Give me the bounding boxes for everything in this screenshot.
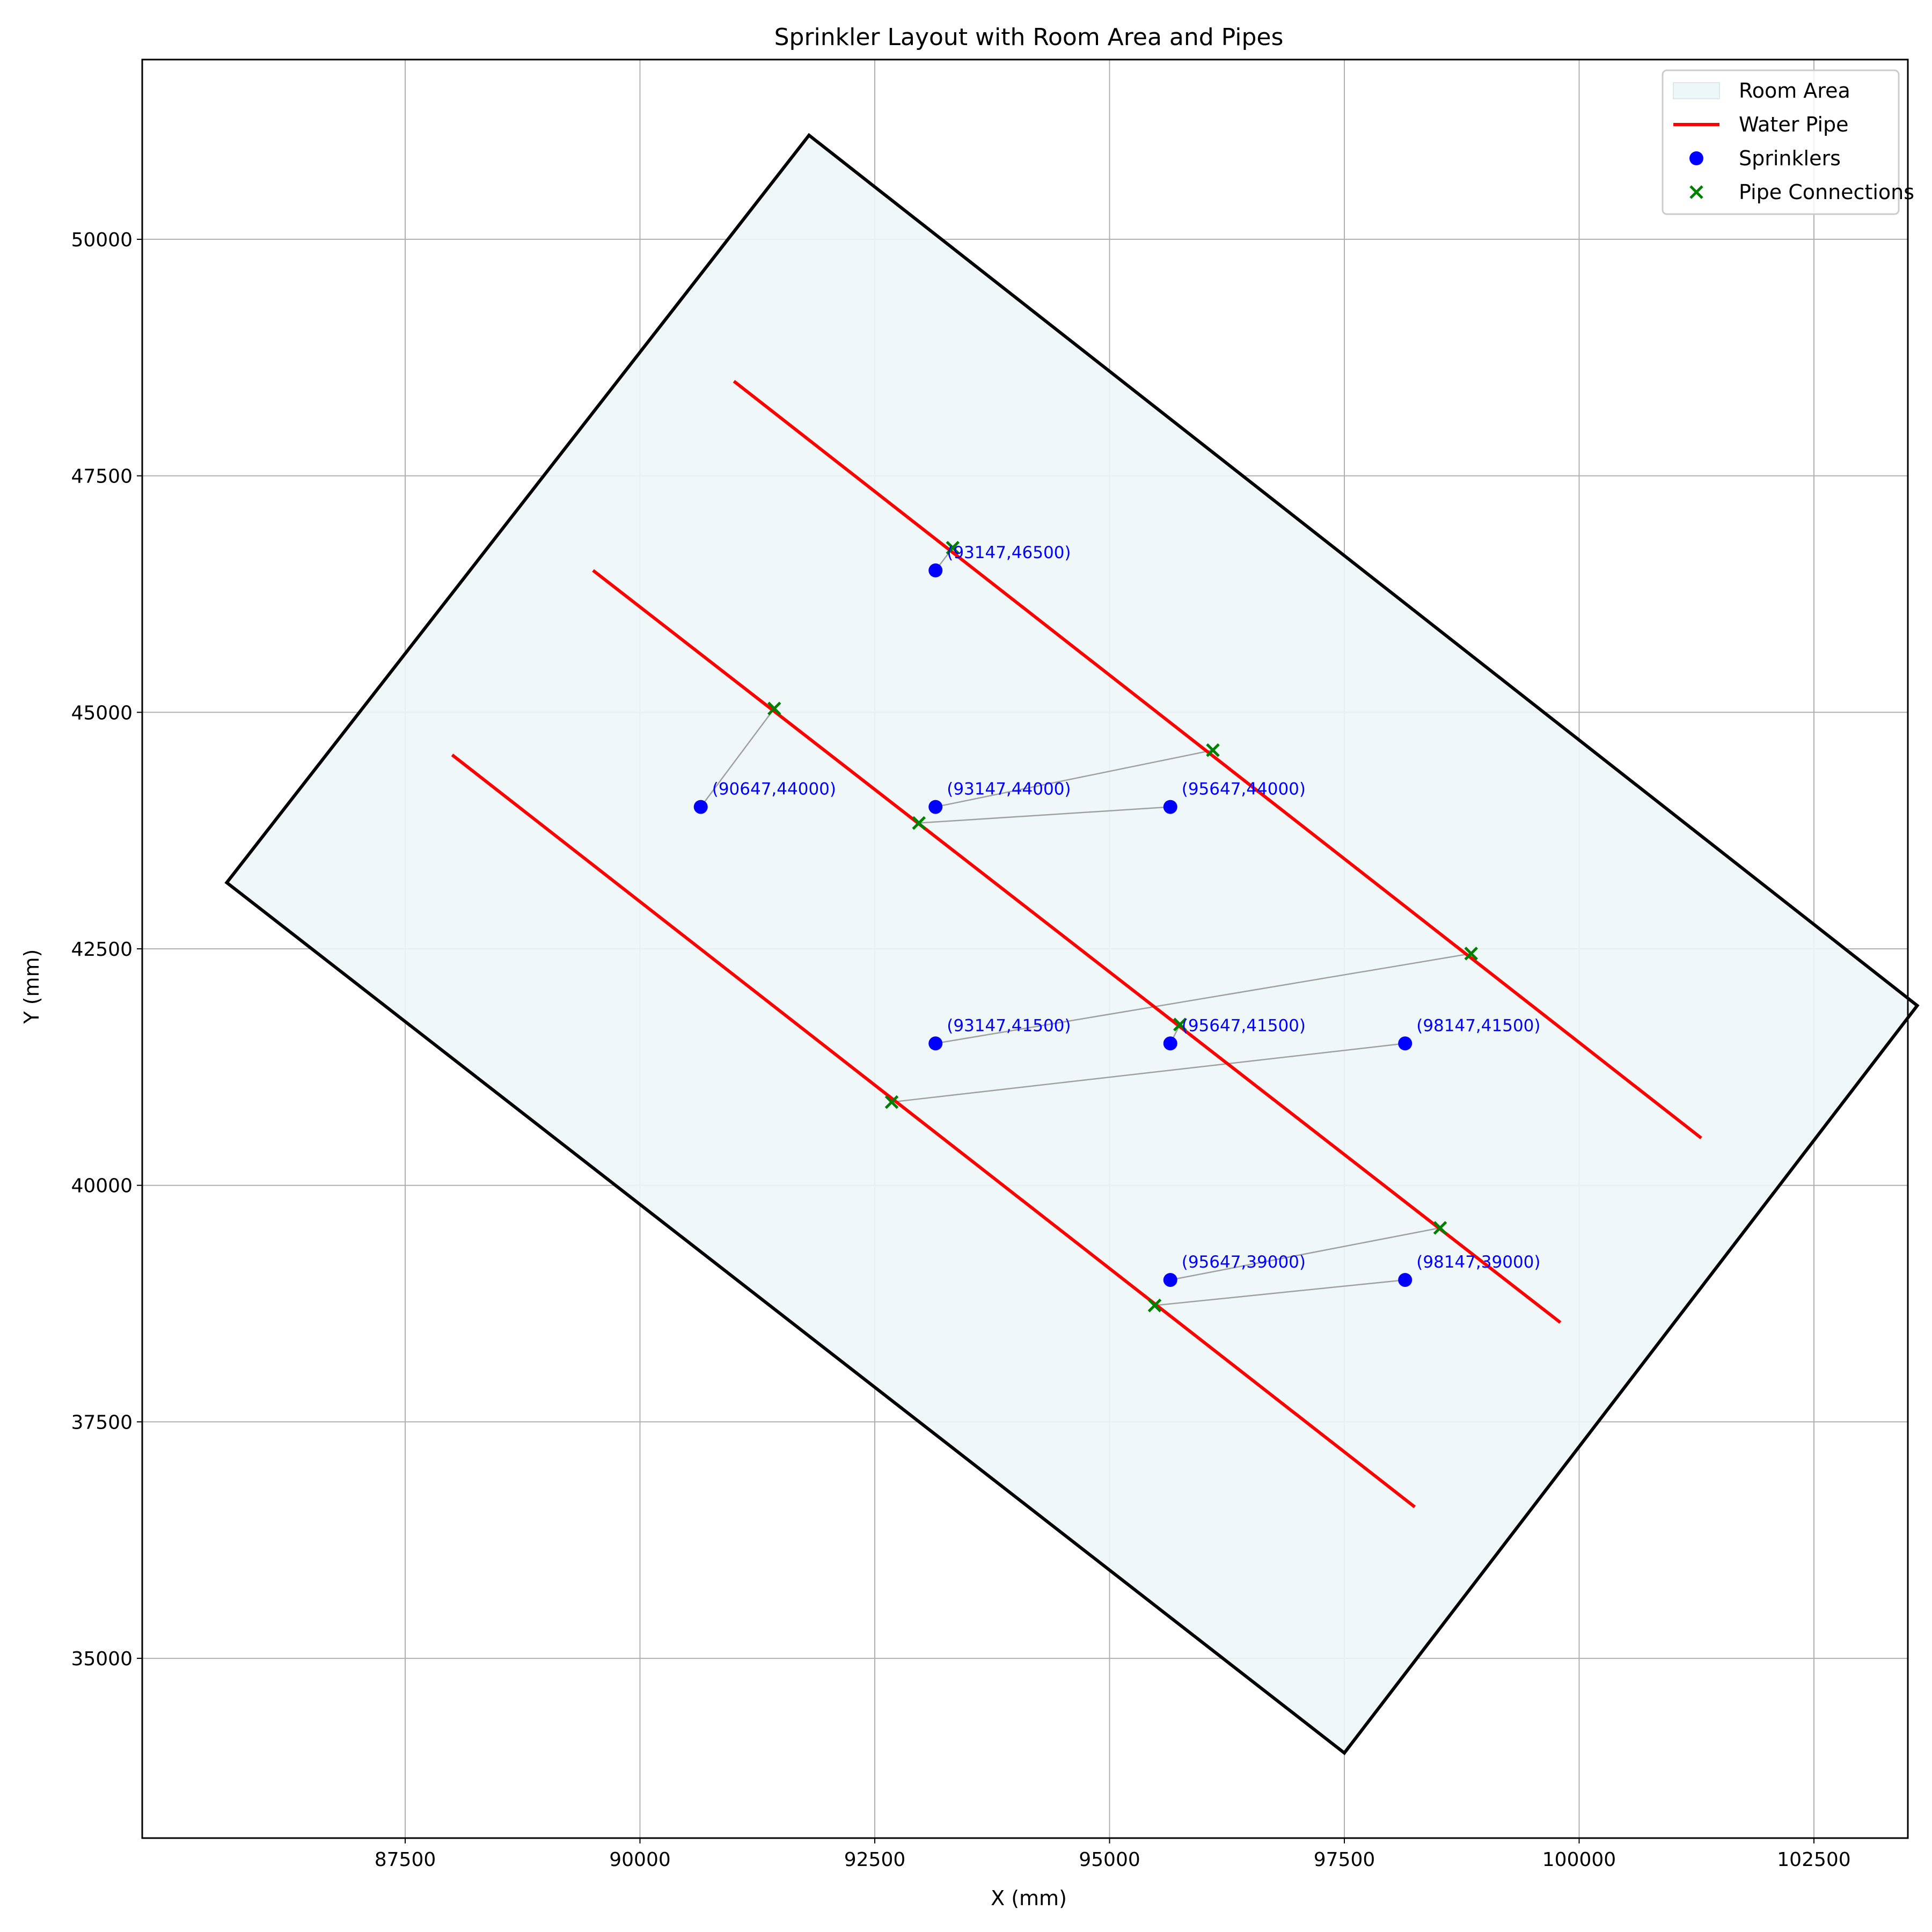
y-tick-label: 40000: [71, 1175, 133, 1197]
sprinklers: [693, 563, 1413, 1287]
pipe-connection-marker: [1206, 743, 1220, 757]
connector-line: [1154, 1279, 1406, 1306]
y-tick-label: 37500: [71, 1411, 133, 1433]
water-pipe-line: [733, 379, 1702, 1139]
sprinkler-point: [1163, 800, 1177, 814]
legend-pipe-connections-swatch: [1689, 185, 1703, 199]
x-tick-label: 97500: [1314, 1849, 1375, 1871]
connector-line: [935, 749, 1213, 808]
sprinkler-point: [928, 1036, 943, 1051]
sprinkler-point: [1163, 1272, 1177, 1287]
legend-box: [1662, 69, 1900, 215]
pipe-connection-marker: [1433, 1221, 1447, 1235]
y-tick-label: 47500: [71, 466, 133, 488]
connector-line: [919, 806, 1170, 824]
x-tick-label: 90000: [609, 1849, 671, 1871]
connector-lines: [700, 547, 1472, 1306]
sprinkler-label: (95647,44000): [1182, 780, 1306, 799]
y-axis-ticks: 35000 37500 40000 42500 45000 47500 50000: [71, 229, 142, 1670]
pipe-connection-marker: [912, 816, 926, 830]
pipe-connection-marker: [1147, 1298, 1162, 1313]
legend-water-pipe-label: Water Pipe: [1739, 113, 1849, 136]
sprinkler-label: (90647,44000): [712, 780, 836, 799]
water-pipe-line: [592, 569, 1562, 1324]
sprinkler-point: [928, 800, 943, 814]
y-tick-label: 35000: [71, 1648, 133, 1670]
y-axis-label: Y (mm): [20, 949, 43, 1024]
legend-sprinklers-swatch: [1689, 151, 1703, 165]
sprinkler-point: [1398, 1036, 1413, 1051]
legend: Room Area Water Pipe Sprinklers Pipe Con…: [1662, 69, 1914, 215]
y-tick-label: 50000: [71, 229, 133, 251]
pipe-connection-marker: [1173, 1018, 1187, 1031]
sprinkler-label: (93147,41500): [947, 1016, 1071, 1035]
legend-room-area-label: Room Area: [1739, 79, 1850, 103]
pipe-connection-marker: [1464, 947, 1479, 961]
water-pipe-line: [451, 753, 1416, 1509]
x-tick-label: 87500: [375, 1849, 436, 1871]
legend-sprinklers-label: Sprinklers: [1739, 147, 1841, 170]
pipe-connections: [767, 540, 1479, 1313]
pipe-connection-marker: [767, 701, 781, 716]
x-tick-label: 95000: [1079, 1849, 1140, 1871]
sprinkler-label: (93147,44000): [947, 780, 1071, 799]
x-tick-label: 100000: [1542, 1849, 1616, 1871]
sprinkler-label: (98147,39000): [1416, 1253, 1540, 1272]
chart-title: Sprinkler Layout with Room Area and Pipe…: [774, 24, 1284, 51]
connector-line: [1170, 1227, 1440, 1281]
sprinkler-label: (95647,41500): [1182, 1016, 1306, 1035]
point-labels: (93147,46500) (90647,44000) (93147,44000) (…: [712, 543, 1541, 1272]
connector-line: [700, 708, 775, 808]
sprinkler-label: (95647,39000): [1182, 1253, 1306, 1272]
y-tick-label: 45000: [71, 702, 133, 724]
sprinkler-point: [928, 563, 943, 577]
connector-line: [891, 1043, 1406, 1103]
connector-line: [935, 953, 1472, 1044]
legend-room-area-swatch: [1673, 82, 1720, 99]
sprinkler-label: (98147,41500): [1416, 1016, 1540, 1035]
sprinkler-point: [693, 800, 708, 814]
sprinkler-point: [1163, 1036, 1177, 1051]
x-axis-label: X (mm): [991, 1886, 1067, 1910]
x-axis-ticks: 87500 90000 92500 95000 97500 100000 102500: [375, 1838, 1851, 1871]
sprinkler-point: [1398, 1272, 1413, 1287]
y-tick-label: 42500: [71, 939, 133, 961]
x-tick-label: 92500: [844, 1849, 906, 1871]
sprinkler-label: (93147,46500): [947, 543, 1071, 562]
legend-pipe-connections-label: Pipe Connections: [1739, 180, 1914, 204]
x-tick-label: 102500: [1777, 1849, 1850, 1871]
pipe-connection-marker: [946, 540, 960, 555]
water-pipes: [451, 379, 1702, 1509]
pipe-connection-marker: [884, 1095, 899, 1109]
